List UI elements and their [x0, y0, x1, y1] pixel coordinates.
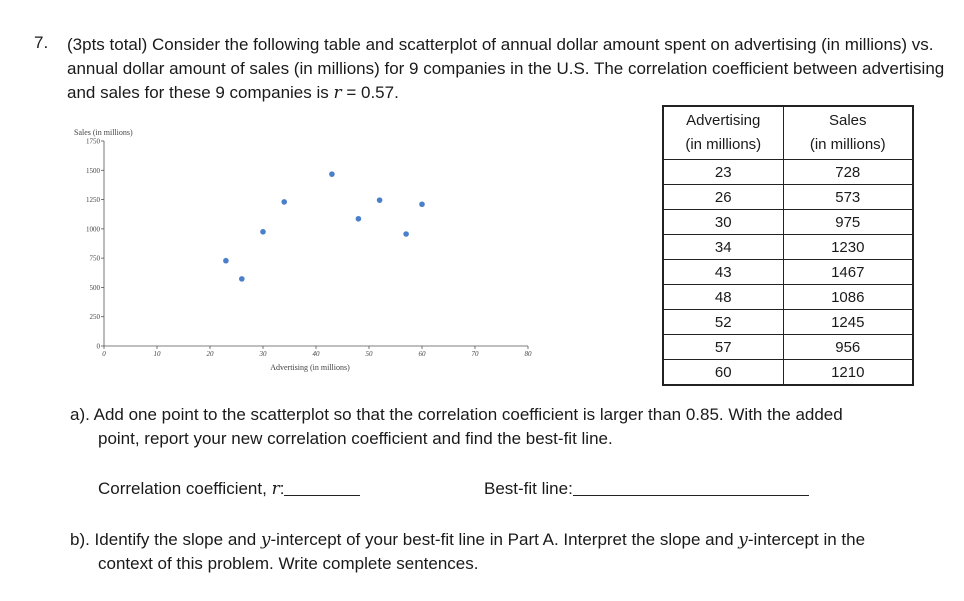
cell-sales: 728	[782, 159, 914, 185]
part-b-line1: b). Identify the slope and y-intercept o…	[70, 530, 866, 550]
question-prefix: (3pts total) Consider the following tabl…	[67, 35, 945, 102]
scatterplot: 0 250 500 750 1000 1250 1500 1750 0 10 20 30 40 50 60 7…	[74, 128, 532, 372]
chart-y-label: Sales (in millions)	[74, 128, 133, 137]
x-tick-label: 20	[207, 350, 215, 358]
table-row: 30 975	[662, 209, 914, 235]
table-row: 60 1210	[662, 359, 914, 386]
y-tick-label: 1500	[86, 167, 101, 175]
y-tick-label: 1000	[86, 225, 101, 233]
cell-advertising: 52	[662, 309, 784, 335]
x-tick-label: 30	[259, 350, 268, 358]
data-point	[281, 199, 287, 205]
part-a-line2: point, report your new correlation coeff…	[98, 429, 613, 448]
table-row: 43 1467	[662, 259, 914, 285]
correlation-field: Correlation coefficient, r:	[98, 479, 361, 499]
cell-sales: 1245	[782, 309, 914, 335]
chart-x-label: Advertising (in millions)	[270, 363, 350, 372]
cell-sales: 1467	[782, 259, 914, 285]
x-tick-label: 50	[366, 350, 374, 358]
y-tick-label: 1250	[86, 196, 101, 204]
r-symbol: r	[333, 83, 342, 103]
header-advertising: Advertising (in millions)	[662, 105, 784, 160]
table-row: 57 956	[662, 334, 914, 360]
x-tick-label: 80	[525, 350, 533, 358]
x-tick-label: 0	[102, 350, 106, 358]
y-tick-label: 0	[97, 343, 101, 351]
x-tick-label: 40	[313, 350, 321, 358]
data-point	[355, 215, 362, 222]
part-b: b). Identify the slope and y-intercept o…	[70, 528, 950, 576]
table-row: 23 728	[662, 159, 914, 185]
cell-sales: 1230	[782, 234, 914, 260]
chart-points	[223, 171, 425, 282]
x-tick-label: 60	[419, 350, 427, 358]
r-value: = 0.57.	[341, 83, 399, 102]
cell-advertising: 48	[662, 284, 784, 310]
data-point	[223, 257, 229, 264]
cell-advertising: 26	[662, 184, 784, 210]
table-row: 48 1086	[662, 284, 914, 310]
table-row: 34 1230	[662, 234, 914, 260]
cell-sales: 956	[782, 334, 914, 360]
data-point	[329, 171, 335, 177]
data-point	[403, 231, 409, 237]
table-row: 26 573	[662, 184, 914, 210]
table-row: 52 1245	[662, 309, 914, 335]
data-table: Advertising (in millions) Sales (in millio…	[662, 105, 914, 386]
table-header-row: Advertising (in millions) Sales (in millio…	[662, 105, 914, 160]
part-a: a). Add one point to the scatterplot so …	[70, 403, 940, 451]
y-tick-label: 250	[90, 313, 101, 321]
question-number: 7.	[34, 33, 49, 52]
question-text: (3pts total) Consider the following tabl…	[67, 33, 947, 105]
part-b-line2: context of this problem. Write complete …	[98, 554, 479, 573]
cell-sales: 975	[782, 209, 914, 235]
y-tick-label: 1750	[86, 138, 101, 146]
data-point	[376, 197, 383, 203]
cell-advertising: 60	[662, 359, 784, 386]
data-point	[419, 201, 425, 208]
cell-advertising: 30	[662, 209, 784, 235]
cell-advertising: 43	[662, 259, 784, 285]
part-a-line1: a). Add one point to the scatterplot so …	[70, 405, 843, 424]
cell-advertising: 23	[662, 159, 784, 185]
data-point	[239, 276, 245, 282]
data-point	[260, 228, 266, 235]
chart-axes: 0 250 500 750 1000 1250 1500 1750 0 10 20 30 40 50 60 7…	[86, 138, 532, 359]
header-sales: Sales (in millions)	[782, 105, 914, 160]
cell-sales: 573	[782, 184, 914, 210]
correlation-blank[interactable]	[284, 479, 361, 496]
bestfit-field: Best-fit line:	[484, 479, 809, 499]
cell-advertising: 34	[662, 234, 784, 260]
x-tick-label: 70	[472, 350, 480, 358]
bestfit-blank[interactable]	[572, 479, 809, 496]
cell-advertising: 57	[662, 334, 784, 360]
y-tick-label: 500	[90, 284, 101, 292]
cell-sales: 1086	[782, 284, 914, 310]
x-tick-label: 10	[154, 350, 162, 358]
y-tick-label: 750	[90, 255, 101, 263]
cell-sales: 1210	[782, 359, 914, 386]
